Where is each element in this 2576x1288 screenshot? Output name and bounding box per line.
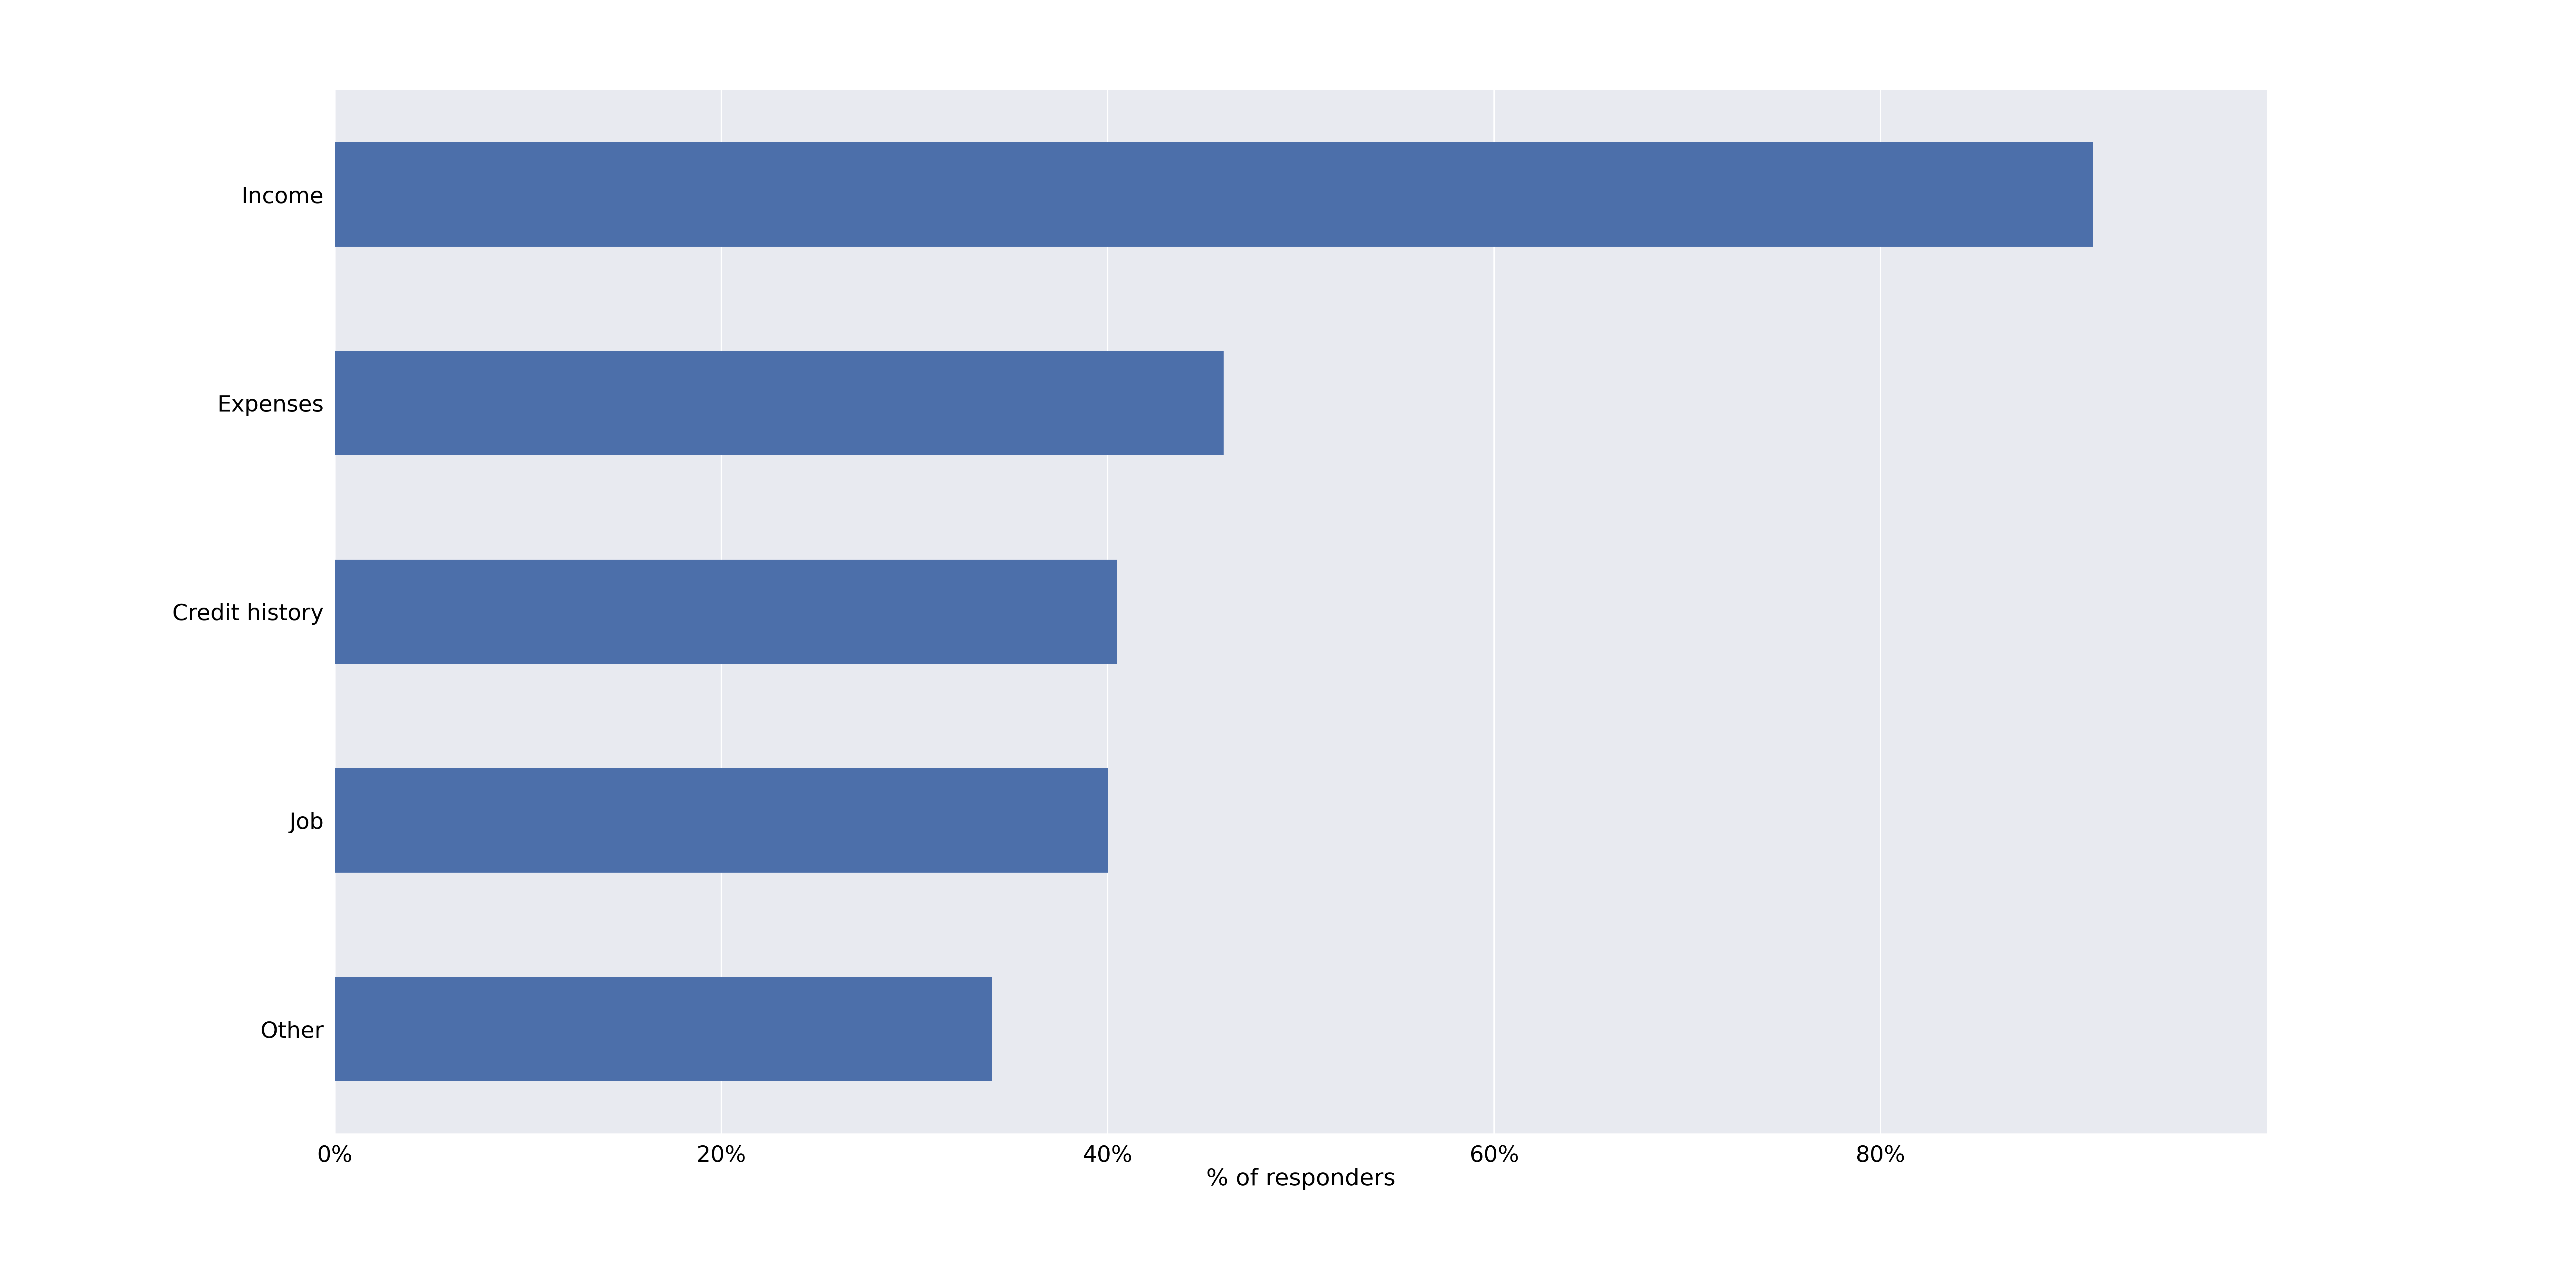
Bar (335, 142, 2092, 247)
X-axis label: % of responders: % of responders (1206, 1168, 1396, 1190)
Bar (335, 559, 1118, 665)
Bar (335, 768, 1108, 873)
Bar (335, 350, 1224, 456)
Bar (335, 976, 992, 1082)
